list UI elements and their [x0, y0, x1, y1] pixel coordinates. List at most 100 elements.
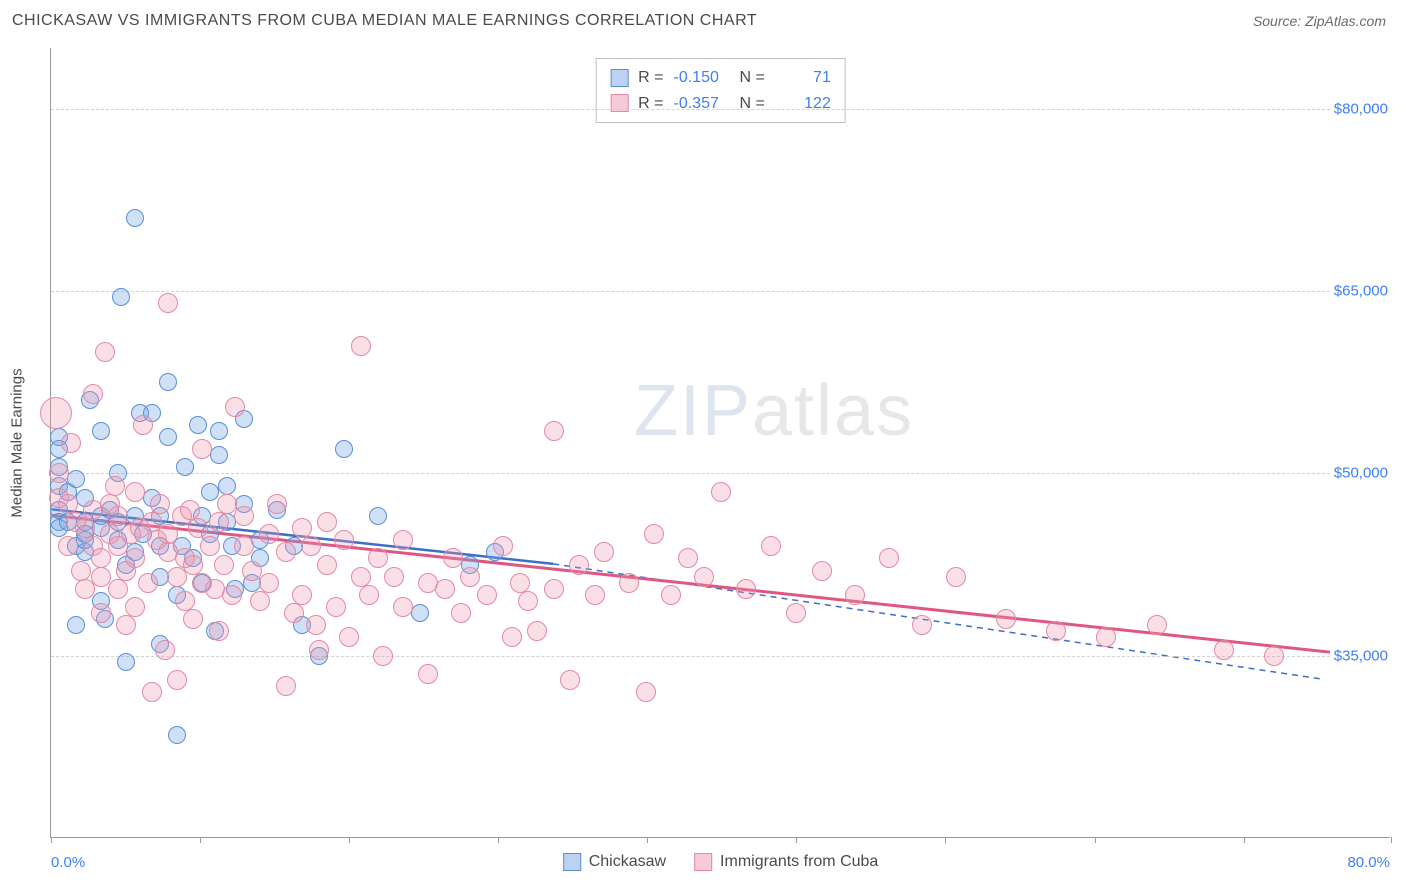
data-point: [218, 477, 236, 495]
x-tick: [1095, 837, 1096, 843]
data-point: [40, 397, 72, 429]
x-axis-min-label: 0.0%: [51, 854, 85, 871]
data-point: [183, 555, 203, 575]
data-point: [619, 573, 639, 593]
data-point: [75, 579, 95, 599]
data-point: [276, 542, 296, 562]
n-value: 122: [775, 91, 831, 117]
data-point: [369, 507, 387, 525]
data-point: [71, 561, 91, 581]
data-point: [126, 209, 144, 227]
legend-item: Immigrants from Cuba: [694, 853, 878, 871]
data-point: [694, 567, 714, 587]
data-point: [460, 567, 480, 587]
data-point: [786, 603, 806, 623]
data-point: [92, 422, 110, 440]
watermark: ZIPatlas: [634, 370, 914, 452]
r-value: -0.357: [674, 91, 730, 117]
x-tick: [349, 837, 350, 843]
legend-swatch: [563, 853, 581, 871]
stat-row: R =-0.150N =71: [610, 65, 831, 91]
data-point: [214, 555, 234, 575]
data-point: [351, 567, 371, 587]
data-point: [1046, 621, 1066, 641]
plot-region: ZIPatlas R =-0.150N =71R =-0.357N =122 M…: [50, 48, 1390, 838]
source-attribution: Source: ZipAtlas.com: [1253, 13, 1386, 29]
data-point: [117, 653, 135, 671]
x-tick: [945, 837, 946, 843]
data-point: [155, 640, 175, 660]
data-point: [339, 627, 359, 647]
data-point: [201, 483, 219, 501]
x-tick: [647, 837, 648, 843]
data-point: [125, 482, 145, 502]
data-point: [636, 682, 656, 702]
data-point: [502, 627, 522, 647]
watermark-suffix: atlas: [752, 371, 914, 451]
y-tick-label: $50,000: [1330, 465, 1392, 482]
legend-label: Chickasaw: [589, 853, 666, 871]
y-tick-label: $65,000: [1330, 283, 1392, 300]
data-point: [200, 536, 220, 556]
data-point: [112, 288, 130, 306]
y-tick-label: $80,000: [1330, 100, 1392, 117]
data-point: [359, 585, 379, 605]
data-point: [585, 585, 605, 605]
data-point: [812, 561, 832, 581]
data-point: [183, 609, 203, 629]
data-point: [493, 536, 513, 556]
data-point: [711, 482, 731, 502]
data-point: [301, 536, 321, 556]
data-point: [58, 494, 78, 514]
data-point: [95, 342, 115, 362]
data-point: [879, 548, 899, 568]
data-point: [188, 518, 208, 538]
data-point: [167, 670, 187, 690]
data-point: [678, 548, 698, 568]
data-point: [125, 548, 145, 568]
data-point: [284, 603, 304, 623]
data-point: [393, 530, 413, 550]
r-label: R =: [638, 91, 663, 117]
data-point: [845, 585, 865, 605]
data-point: [58, 536, 78, 556]
data-point: [108, 579, 128, 599]
gridline: [51, 656, 1390, 657]
data-point: [234, 506, 254, 526]
data-point: [736, 579, 756, 599]
data-point: [209, 621, 229, 641]
data-point: [116, 615, 136, 635]
data-point: [451, 603, 471, 623]
data-point: [443, 548, 463, 568]
data-point: [125, 597, 145, 617]
data-point: [105, 476, 125, 496]
n-label: N =: [740, 65, 765, 91]
trend-lines: [51, 48, 1390, 837]
data-point: [142, 682, 162, 702]
legend-item: Chickasaw: [563, 853, 666, 871]
n-value: 71: [775, 65, 831, 91]
data-point: [518, 591, 538, 611]
data-point: [912, 615, 932, 635]
gridline: [51, 473, 1390, 474]
data-point: [411, 604, 429, 622]
data-point: [159, 428, 177, 446]
gridline: [51, 291, 1390, 292]
correlation-stats-box: R =-0.150N =71R =-0.357N =122: [595, 58, 846, 123]
data-point: [67, 470, 85, 488]
x-tick: [796, 837, 797, 843]
data-point: [326, 597, 346, 617]
data-point: [292, 518, 312, 538]
data-point: [335, 440, 353, 458]
data-point: [351, 336, 371, 356]
x-tick: [200, 837, 201, 843]
data-point: [393, 597, 413, 617]
data-point: [234, 536, 254, 556]
data-point: [309, 640, 329, 660]
x-tick: [498, 837, 499, 843]
x-tick: [51, 837, 52, 843]
data-point: [569, 555, 589, 575]
r-value: -0.150: [674, 65, 730, 91]
chart-legend: Chickasaw Immigrants from Cuba: [563, 853, 879, 871]
data-point: [176, 458, 194, 476]
